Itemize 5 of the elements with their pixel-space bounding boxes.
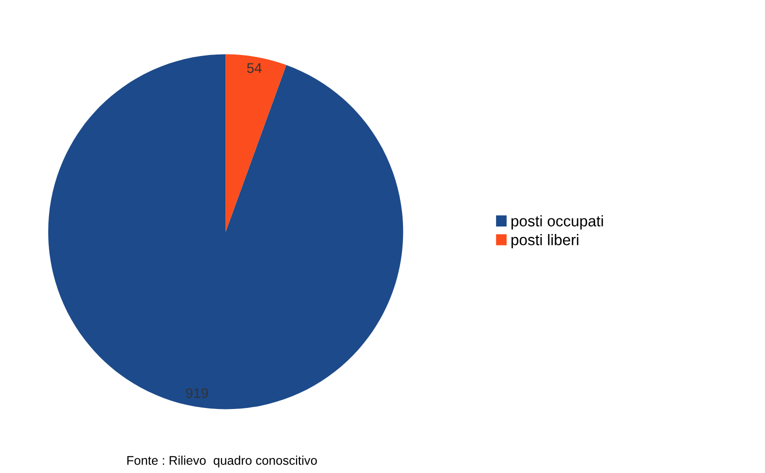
legend-label: posti liberi: [512, 234, 578, 248]
legend-label: posti occupati: [512, 215, 603, 230]
source-note: Fonte : Rilievo quadro conoscitivo: [127, 456, 317, 468]
data-label: 54: [247, 63, 262, 73]
data-label: 919: [186, 388, 208, 398]
